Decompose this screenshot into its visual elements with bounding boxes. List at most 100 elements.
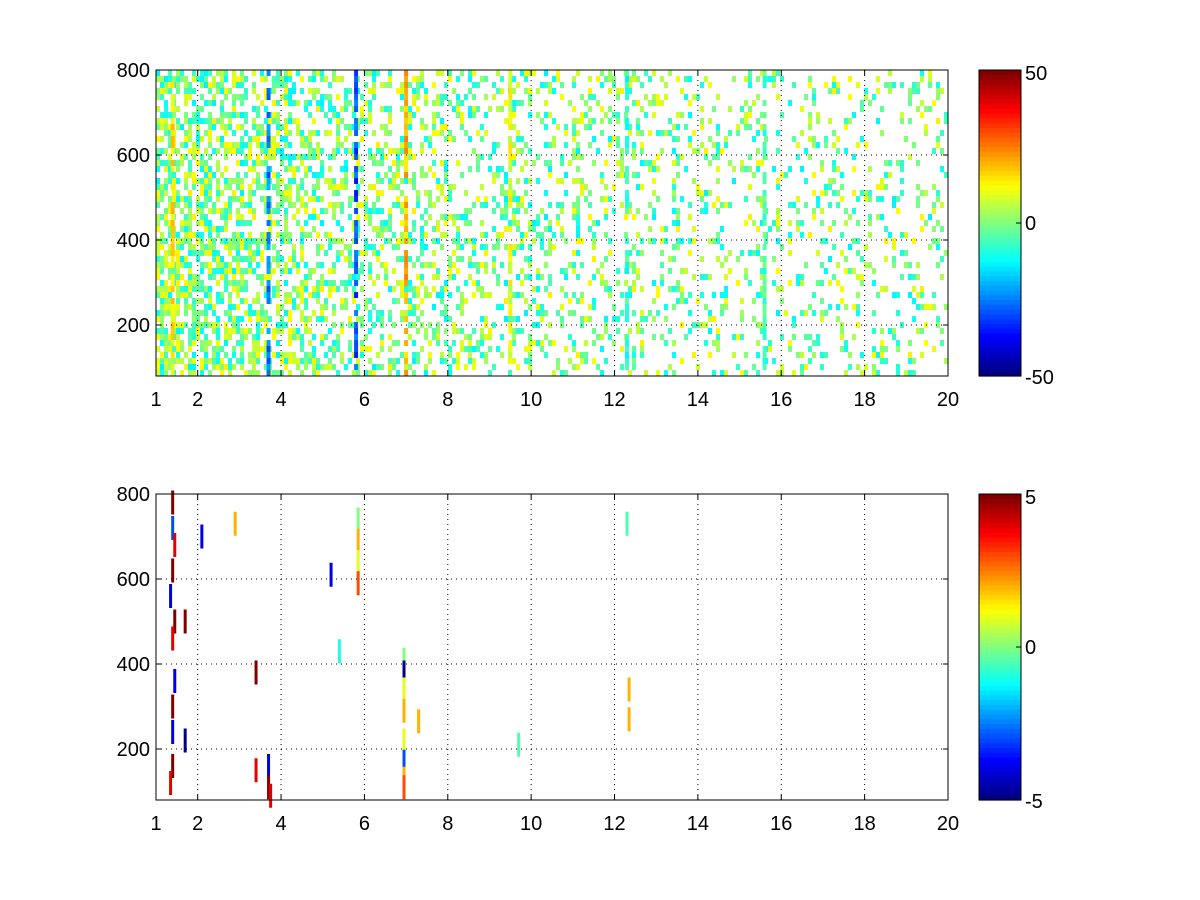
heatmap-cell	[256, 322, 260, 328]
heatmap-cell	[220, 292, 224, 298]
heatmap-cell	[476, 160, 480, 166]
heatmap-cell	[652, 208, 656, 214]
heatmap-cell	[368, 328, 372, 334]
heatmap-cell	[280, 136, 284, 142]
heatmap-cell	[448, 274, 452, 280]
heatmap-cell	[716, 196, 720, 202]
heatmap-cell	[396, 280, 400, 286]
heatmap-cell	[656, 154, 660, 160]
heatmap-cell	[200, 250, 204, 256]
heatmap-cell	[736, 130, 740, 136]
heatmap-cell	[468, 334, 472, 340]
heatmap-cell	[224, 310, 228, 316]
heatmap-column-cell	[266, 166, 271, 172]
heatmap-cell	[180, 220, 184, 226]
heatmap-cell	[436, 112, 440, 118]
heatmap-cell	[256, 244, 260, 250]
heatmap-cell	[820, 352, 824, 358]
heatmap-column-cell	[404, 298, 409, 304]
heatmap-cell	[340, 352, 344, 358]
heatmap-cell	[224, 352, 228, 358]
heatmap-cell	[300, 178, 304, 184]
heatmap-cell	[184, 142, 188, 148]
heatmap-cell	[328, 100, 332, 106]
heatmap-cell	[176, 124, 180, 130]
heatmap-cell	[344, 106, 348, 112]
heatmap-cell	[308, 100, 312, 106]
heatmap-cell	[816, 340, 820, 346]
heatmap-cell	[272, 334, 276, 340]
heatmap-cell	[644, 112, 648, 118]
heatmap-cell	[232, 76, 236, 82]
heatmap-cell	[320, 94, 324, 100]
heatmap-cell	[176, 268, 180, 274]
heatmap-cell	[196, 220, 200, 226]
heatmap-cell	[832, 244, 836, 250]
heatmap-cell	[412, 100, 416, 106]
heatmap-cell	[600, 106, 604, 112]
colorbar-segment	[979, 280, 1021, 286]
heatmap-cell	[376, 316, 380, 322]
heatmap-cell	[804, 178, 808, 184]
heatmap-column-cell	[508, 124, 513, 130]
heatmap-cell	[304, 220, 308, 226]
heatmap-cell	[312, 346, 316, 352]
heatmap-cell	[724, 274, 728, 280]
heatmap-cell	[276, 322, 280, 328]
heatmap-cell	[928, 106, 932, 112]
heatmap-cell	[260, 196, 264, 202]
heatmap-cell	[240, 196, 244, 202]
heatmap-cell	[208, 190, 212, 196]
heatmap-cell	[280, 316, 284, 322]
heatmap-cell	[468, 106, 472, 112]
heatmap-cell	[320, 316, 324, 322]
heatmap-cell	[236, 316, 240, 322]
colorbar-segment	[979, 594, 1021, 600]
heatmap-cell	[796, 142, 800, 148]
heatmap-cell	[428, 322, 432, 328]
heatmap-cell	[388, 316, 392, 322]
heatmap-cell	[316, 130, 320, 136]
heatmap-cell	[380, 82, 384, 88]
heatmap-cell	[560, 226, 564, 232]
heatmap-cell	[824, 268, 828, 274]
heatmap-cell	[512, 160, 516, 166]
heatmap-cell	[556, 220, 560, 226]
heatmap-cell	[156, 334, 160, 340]
heatmap-cell	[228, 112, 232, 118]
heatmap-cell	[336, 76, 340, 82]
heatmap-cell	[224, 340, 228, 346]
colorbar-segment	[979, 332, 1021, 339]
heatmap-cell	[292, 358, 296, 364]
heatmap-cell	[324, 232, 328, 238]
heatmap-cell	[340, 166, 344, 172]
heatmap-cell	[240, 220, 244, 226]
heatmap-cell	[176, 292, 180, 298]
heatmap-column-cell	[404, 274, 409, 280]
heatmap-cell	[704, 304, 708, 310]
heatmap-cell	[284, 124, 288, 130]
colorbar-segment	[979, 93, 1021, 100]
heatmap-cell	[760, 268, 764, 274]
heatmap-cell	[388, 346, 392, 352]
heatmap-cell	[160, 118, 164, 124]
heatmap-cells	[156, 70, 948, 376]
heatmap-cell	[212, 244, 216, 250]
heatmap-cell	[168, 286, 172, 292]
heatmap-cell	[452, 214, 456, 220]
heatmap-cell	[280, 238, 284, 244]
heatmap-cell	[576, 142, 580, 148]
heatmap-cell	[648, 100, 652, 106]
heatmap-cell	[160, 190, 164, 196]
heatmap-cell	[244, 220, 248, 226]
heatmap-cell	[760, 220, 764, 226]
heatmap-cell	[208, 340, 212, 346]
heatmap-cell	[580, 118, 584, 124]
heatmap-cell	[384, 124, 388, 130]
heatmap-cell	[424, 286, 428, 292]
heatmap-cell	[300, 88, 304, 94]
heatmap-cell	[928, 76, 932, 82]
heatmap-cell	[720, 148, 724, 154]
colorbar-segment	[979, 608, 1021, 615]
heatmap-cell	[580, 94, 584, 100]
